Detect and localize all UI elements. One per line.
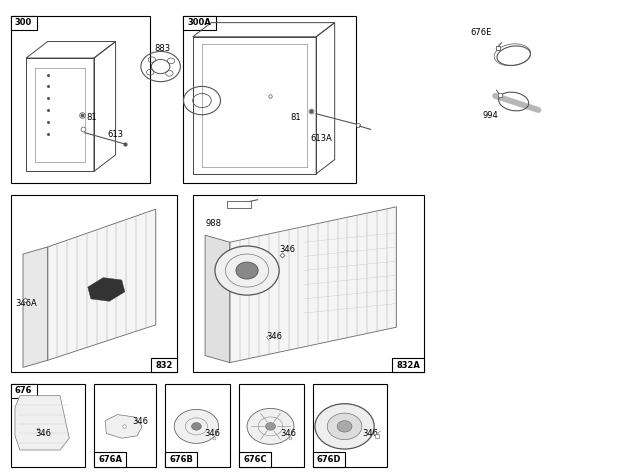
Bar [151,358,177,372]
Bar [11,384,85,466]
Text: 346: 346 [132,417,148,426]
Bar [11,16,37,30]
Text: 346: 346 [35,429,51,438]
Bar [11,16,149,183]
Polygon shape [88,278,125,301]
Text: 81: 81 [290,113,301,122]
Polygon shape [205,235,230,362]
Text: 613: 613 [107,130,123,139]
Circle shape [236,262,258,279]
Text: 300A: 300A [188,18,211,27]
Text: 676A: 676A [98,455,122,464]
Polygon shape [48,209,156,360]
Circle shape [337,421,352,432]
Bar [392,358,424,372]
Text: 883: 883 [154,44,170,53]
Circle shape [247,408,294,444]
Text: 832: 832 [156,361,173,370]
Text: 676D: 676D [317,455,342,464]
Text: 676B: 676B [169,455,193,464]
Bar [94,384,156,466]
Text: 346: 346 [279,245,295,254]
Text: 676E: 676E [471,28,492,37]
Circle shape [174,409,219,443]
Text: 300: 300 [15,18,32,27]
Text: 346A: 346A [15,299,37,308]
Bar [239,384,304,466]
Text: 994: 994 [483,111,498,120]
Bar [94,452,126,466]
Text: 832A: 832A [396,361,420,370]
Bar [11,384,37,398]
Text: 988: 988 [205,219,221,228]
Text: 81: 81 [87,113,97,122]
Polygon shape [105,415,142,438]
Bar [11,195,177,372]
Text: 676: 676 [15,387,32,396]
Bar [165,452,197,466]
Polygon shape [230,207,396,362]
Bar [313,384,387,466]
Text: 346: 346 [267,332,283,341]
Bar [313,452,345,466]
Circle shape [315,404,374,449]
Bar [165,384,230,466]
Text: 346: 346 [363,429,378,438]
Text: 676C: 676C [243,455,267,464]
Polygon shape [23,247,48,367]
Text: eReplacementParts.com: eReplacementParts.com [236,243,380,256]
Bar [184,16,216,30]
Circle shape [265,423,275,430]
Text: 346: 346 [280,429,296,438]
Polygon shape [15,396,69,450]
Bar [227,200,251,208]
Text: 346: 346 [204,429,220,438]
Circle shape [192,423,202,430]
Text: 613A: 613A [310,134,332,143]
Circle shape [327,413,362,439]
Bar [193,195,424,372]
Circle shape [215,246,279,295]
Bar [239,452,271,466]
Bar [184,16,356,183]
